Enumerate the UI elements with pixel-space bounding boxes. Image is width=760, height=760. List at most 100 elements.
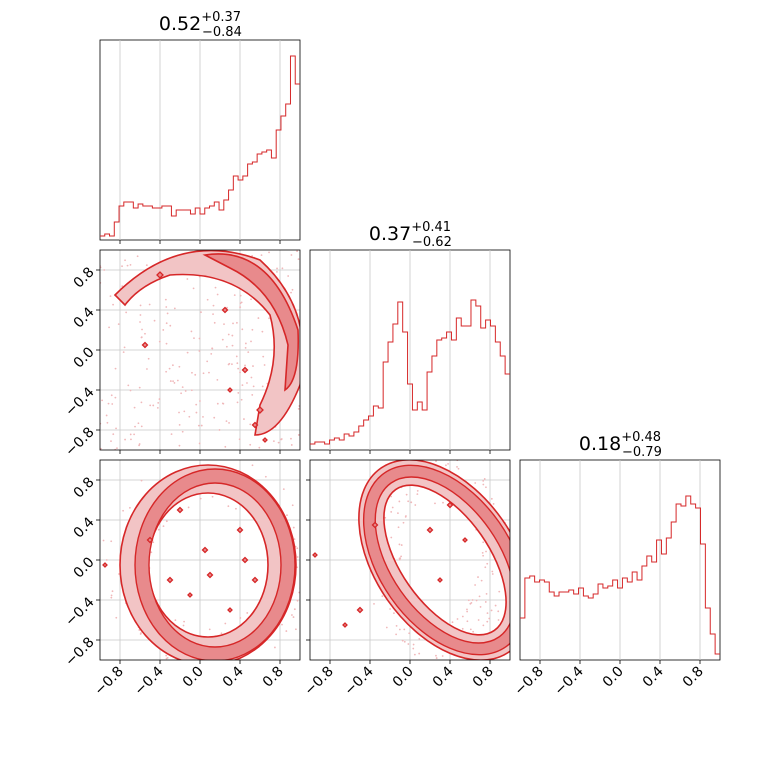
sample-point xyxy=(116,447,118,450)
x-tick-label: −0.4 xyxy=(551,663,586,698)
sample-point xyxy=(176,379,179,382)
sample-point xyxy=(139,304,142,307)
contour-island xyxy=(462,537,468,543)
sample-point xyxy=(276,270,278,273)
sample-point xyxy=(138,386,141,389)
sample-point xyxy=(174,619,177,622)
sample-point xyxy=(157,528,160,531)
sample-point xyxy=(486,562,489,565)
sample-point xyxy=(227,363,230,366)
contour-core xyxy=(202,253,300,392)
x-tick-label: 0.4 xyxy=(430,663,457,690)
sample-point xyxy=(190,330,193,333)
y-tick-label: 0.0 xyxy=(71,344,98,371)
sample-point xyxy=(239,306,242,309)
sample-point xyxy=(472,630,475,633)
sample-point xyxy=(261,330,264,333)
sample-point xyxy=(250,298,252,301)
sample-point xyxy=(293,608,296,611)
sample-point xyxy=(122,351,125,354)
sample-point xyxy=(169,380,172,382)
sample-point xyxy=(112,303,114,306)
sample-point xyxy=(110,394,113,397)
sample-point xyxy=(188,415,191,418)
sample-point xyxy=(220,632,223,635)
hist-panel-2-step xyxy=(310,299,510,445)
sample-point xyxy=(129,389,132,392)
sample-point xyxy=(262,355,265,358)
sample-point xyxy=(491,570,494,573)
sample-point xyxy=(474,584,476,586)
hist-panel-3-title-minus: −0.79 xyxy=(622,445,662,460)
sample-point xyxy=(260,254,263,257)
sample-point xyxy=(390,536,393,539)
sample-point xyxy=(395,625,398,627)
sample-point xyxy=(485,486,487,489)
sample-point xyxy=(140,401,143,404)
sample-point xyxy=(435,654,437,657)
sample-point xyxy=(268,251,270,254)
sample-point xyxy=(122,509,124,512)
sample-point xyxy=(214,286,217,289)
sample-point xyxy=(213,416,216,419)
sample-point xyxy=(229,664,231,666)
sample-point xyxy=(171,364,174,367)
hist-panel-2-title-minus: −0.62 xyxy=(412,235,452,250)
sample-point xyxy=(298,591,300,594)
sample-point xyxy=(456,618,459,620)
sample-point xyxy=(295,628,297,631)
sample-point xyxy=(412,647,415,650)
sample-point xyxy=(212,313,214,316)
sample-point xyxy=(482,483,485,486)
sample-point xyxy=(268,317,270,320)
sample-point xyxy=(115,427,117,430)
hist-panel-2-title: 0.37+0.41 xyxy=(369,220,451,245)
hist-panel-1-title-minus: −0.84 xyxy=(202,25,242,40)
contour-island xyxy=(251,421,259,429)
sample-point xyxy=(490,609,493,612)
sample-point xyxy=(181,430,184,433)
x-tick-label: 0.0 xyxy=(390,664,417,691)
sample-point xyxy=(292,616,295,618)
sample-point xyxy=(208,628,211,631)
hist-panel-3-title-plus: +0.48 xyxy=(621,430,661,445)
sample-point xyxy=(178,365,181,368)
sample-point xyxy=(125,311,128,314)
sample-point xyxy=(233,294,236,297)
sample-point xyxy=(244,346,247,349)
contour-island xyxy=(236,526,244,534)
sample-point xyxy=(486,612,489,615)
sample-point xyxy=(485,592,488,595)
sample-point xyxy=(152,541,155,544)
sample-point xyxy=(118,573,120,575)
hist-panel-3-step xyxy=(520,495,720,655)
sample-point xyxy=(390,511,393,513)
sample-point xyxy=(451,621,454,624)
sample-point xyxy=(482,624,485,627)
sample-point xyxy=(290,291,292,294)
sample-point xyxy=(178,411,180,414)
sample-point xyxy=(413,653,416,656)
sample-point xyxy=(246,612,249,614)
sample-point xyxy=(290,444,293,446)
sample-point xyxy=(107,402,110,405)
sample-point xyxy=(106,421,109,424)
sample-point xyxy=(146,368,148,370)
sample-point xyxy=(201,665,203,667)
contour-content xyxy=(310,460,510,660)
sample-point xyxy=(474,482,477,484)
sample-point xyxy=(111,403,114,405)
hist-panel-2-grid xyxy=(329,250,491,450)
sample-point xyxy=(195,411,198,414)
sample-point xyxy=(291,504,294,507)
sample-point xyxy=(164,298,167,301)
sample-point xyxy=(400,544,403,546)
sample-point xyxy=(140,425,143,428)
sample-point xyxy=(162,525,165,528)
contour-island xyxy=(262,437,268,443)
sample-point xyxy=(282,488,285,491)
sample-point xyxy=(235,507,237,510)
sample-point xyxy=(251,328,254,331)
x-tick-label: −0.8 xyxy=(91,664,126,699)
sample-point xyxy=(245,660,247,662)
